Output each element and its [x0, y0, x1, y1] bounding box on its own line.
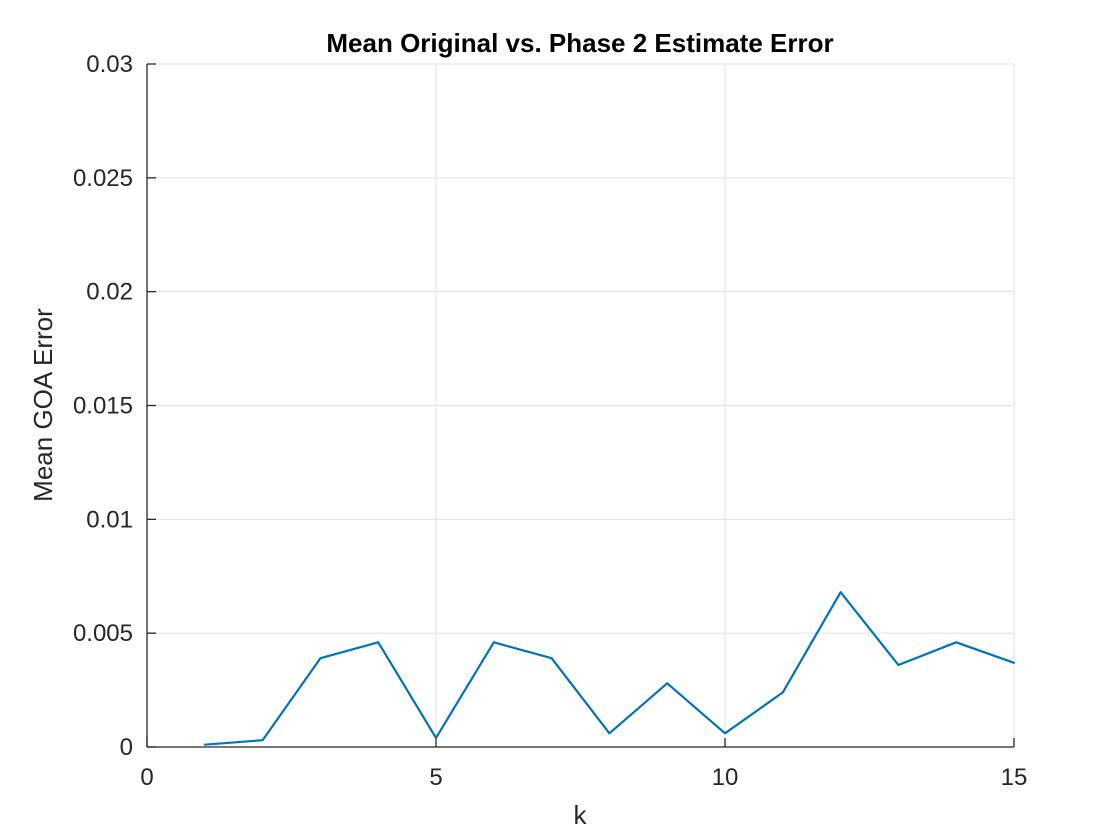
y-tick-label-3: 0.015: [73, 393, 133, 420]
axes: [146, 63, 1015, 748]
series-layer: [203, 591, 1016, 746]
y-tick-label-1: 0.005: [73, 620, 133, 647]
y-tick-label-2: 0.01: [86, 506, 133, 533]
y-tick-label-0: 0: [120, 734, 133, 761]
x-tick-label-2: 10: [712, 764, 739, 791]
series-line-0: [203, 591, 1016, 746]
x-tick-label-3: 15: [1001, 764, 1028, 791]
y-tick-label-5: 0.025: [73, 165, 133, 192]
x-tick-label-0: 0: [140, 764, 153, 791]
y-axis-title: Mean GOA Error: [28, 308, 58, 502]
x-tick-label-1: 5: [429, 764, 442, 791]
chart-title: Mean Original vs. Phase 2 Estimate Error: [326, 28, 833, 58]
y-tick-label-6: 0.03: [86, 51, 133, 78]
tick-labels: 0 5 10 15 0 0.005 0.01 0.015 0.02 0.025 0.03: [73, 51, 1027, 791]
x-axis-title: k: [574, 800, 588, 830]
grid-lines: [147, 64, 1014, 747]
y-tick-label-4: 0.02: [86, 279, 133, 306]
